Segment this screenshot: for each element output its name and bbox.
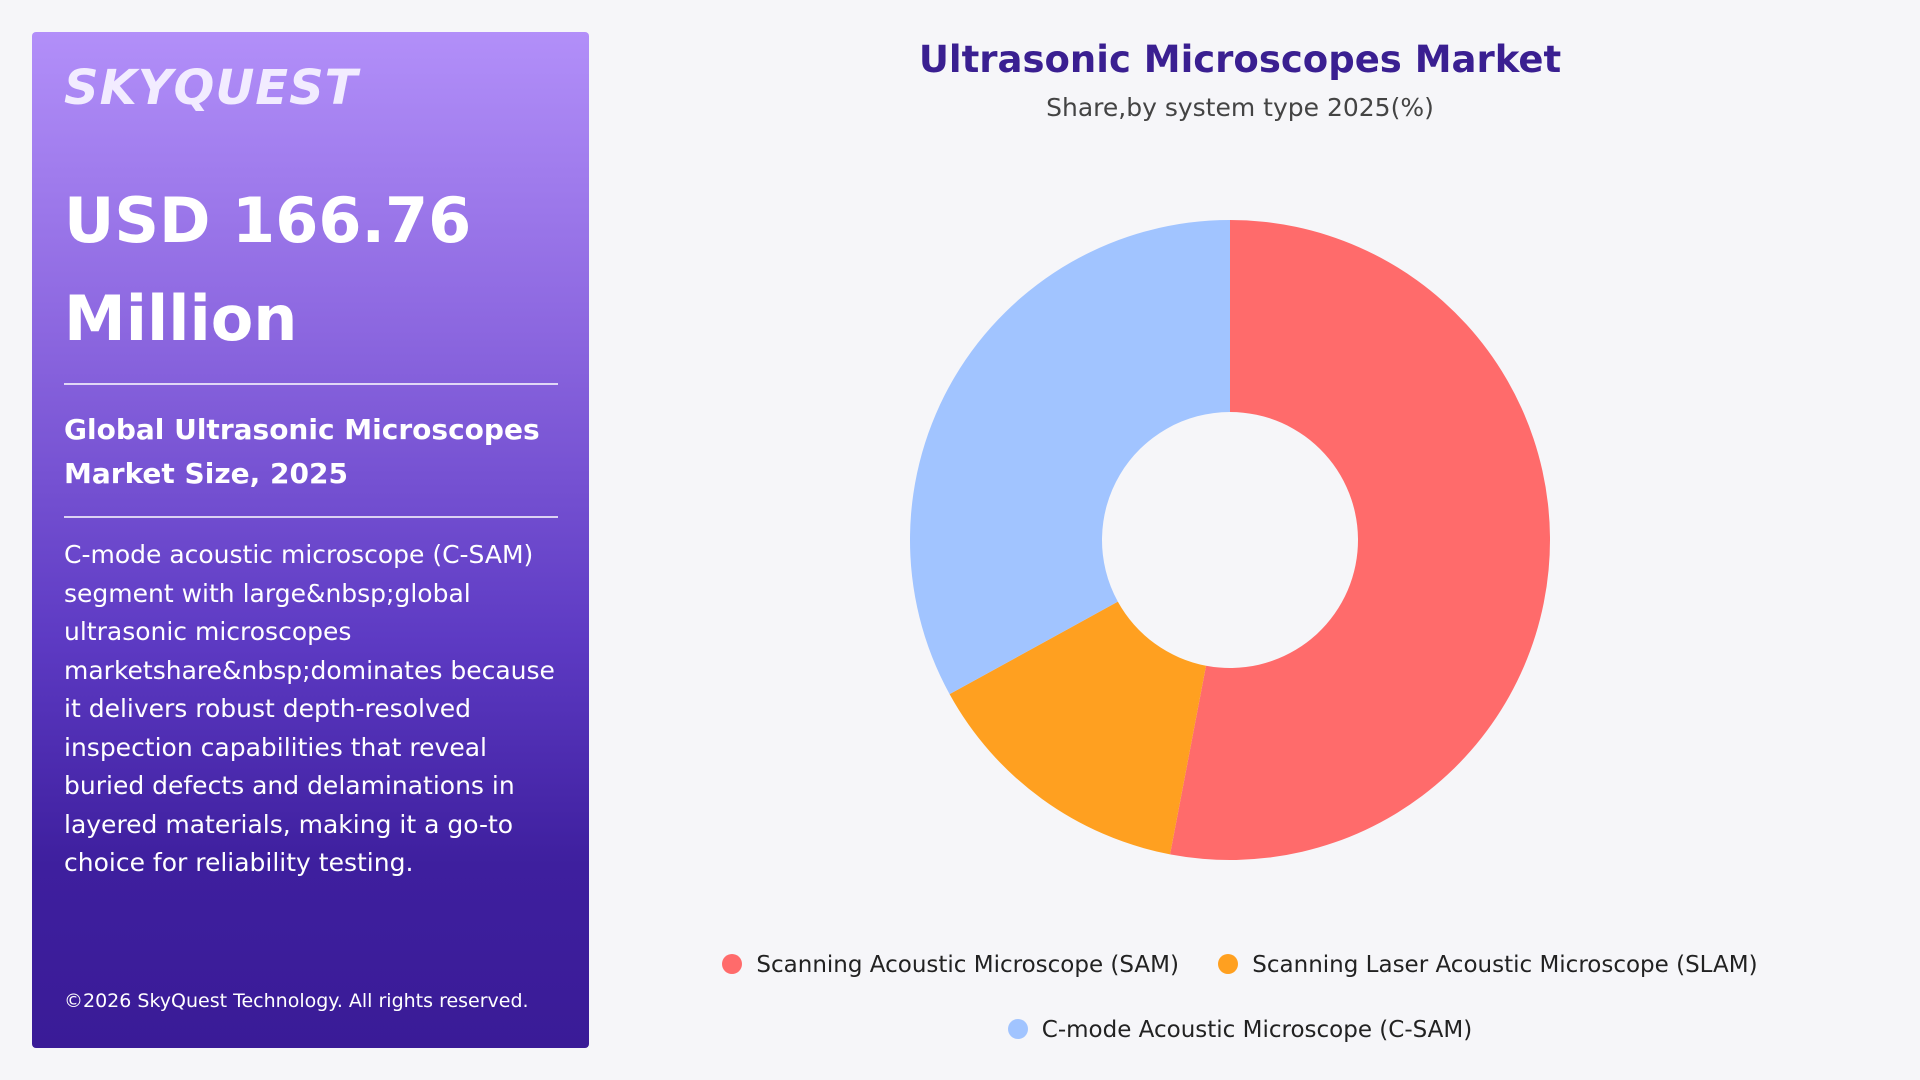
divider-top: [64, 383, 558, 385]
legend-label-csam: C-mode Acoustic Microscope (C-SAM): [1041, 1017, 1473, 1043]
legend-item-sam: Scanning Acoustic Microscope (SAM): [722, 952, 1179, 978]
chart-title: Ultrasonic Microscopes Market: [918, 38, 1562, 81]
legend-label-sam: Scanning Acoustic Microscope (SAM): [756, 952, 1179, 978]
market-size-label: Global Ultrasonic Microscopes Market Siz…: [64, 413, 540, 490]
legend-item-csam: C-mode Acoustic Microscope (C-SAM): [1007, 1017, 1473, 1043]
chart-legend-row-2: C-mode Acoustic Microscope (C-SAM): [640, 1017, 1840, 1043]
chart-legend-row-1: Scanning Acoustic Microscope (SAM) Scann…: [640, 952, 1840, 978]
market-size-unit: Million: [64, 282, 298, 355]
legend-swatch-sam: [722, 954, 743, 974]
market-size-amount: USD 166.76: [64, 184, 472, 257]
divider-bottom: [64, 516, 558, 518]
legend-swatch-slam: [1218, 954, 1239, 974]
copyright-notice: ©2026 SkyQuest Technology. All rights re…: [64, 990, 529, 1012]
market-size-value: USD 166.76 Million: [64, 172, 564, 368]
info-panel: SKYQUEST USD 166.76 Million Global Ultra…: [32, 32, 589, 1048]
donut-chart: [910, 220, 1551, 860]
donut-slice-sam: [1170, 220, 1551, 860]
legend-item-slam: Scanning Laser Acoustic Microscope (SLAM…: [1218, 952, 1758, 978]
chart-subtitle: Share,by system type 2025(%): [1046, 93, 1434, 122]
donut-slice-csam: [910, 220, 1230, 695]
legend-label-slam: Scanning Laser Acoustic Microscope (SLAM…: [1252, 952, 1758, 978]
skyquest-logo: SKYQUEST: [64, 60, 359, 116]
legend-swatch-csam: [1007, 1019, 1028, 1039]
donut-slice-slam: [949, 601, 1207, 855]
segment-description: C-mode acoustic microscope (C-SAM) segme…: [64, 540, 555, 877]
